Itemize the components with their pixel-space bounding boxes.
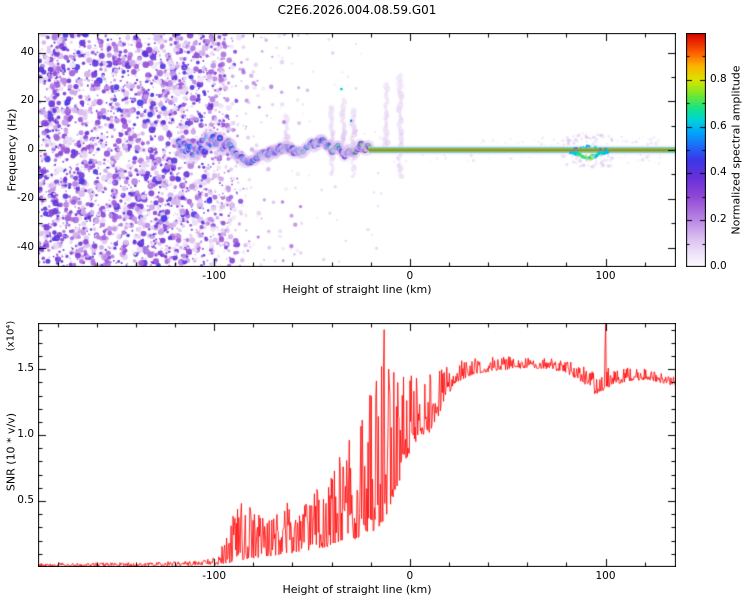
tick-label: 40 [20, 45, 34, 58]
tick-label: 0 [406, 570, 414, 582]
tick-label: 0.5 [17, 494, 34, 507]
snr-x-axis-label: Height of straight line (km) [282, 583, 432, 596]
tick-label: 0.6 [710, 119, 727, 132]
tick-label: -100 [202, 570, 227, 582]
snr-scale-label: (x10⁴) [5, 320, 17, 352]
snr-plot [38, 323, 676, 567]
tick-label: 100 [595, 570, 616, 582]
tick-label: 20 [20, 94, 34, 107]
tick-label: -100 [202, 270, 227, 282]
tick-label: 0.2 [710, 213, 727, 226]
colorbar [686, 33, 706, 267]
tick-label: 0.4 [710, 166, 727, 179]
tick-label: 0 [27, 143, 34, 155]
tick-label: 1.5 [17, 362, 34, 375]
tick-label: -20 [16, 191, 34, 204]
tick-label: 0.8 [710, 72, 727, 85]
figure-title: C2E6.2026.004.08.59.G01 [277, 3, 437, 17]
spec-x-axis-label: Height of straight line (km) [282, 283, 432, 296]
tick-label: 0 [406, 270, 414, 282]
spectrogram-plot [38, 33, 676, 267]
tick-label: -40 [16, 240, 34, 253]
tick-label: 0.0 [710, 260, 727, 272]
colorbar-label: Normalized spectral amplitude [729, 65, 743, 235]
tick-label: 100 [595, 270, 616, 282]
snr-y-axis-label: SNR (10 * v/v) [4, 412, 18, 492]
tick-label: 1.0 [17, 428, 34, 441]
